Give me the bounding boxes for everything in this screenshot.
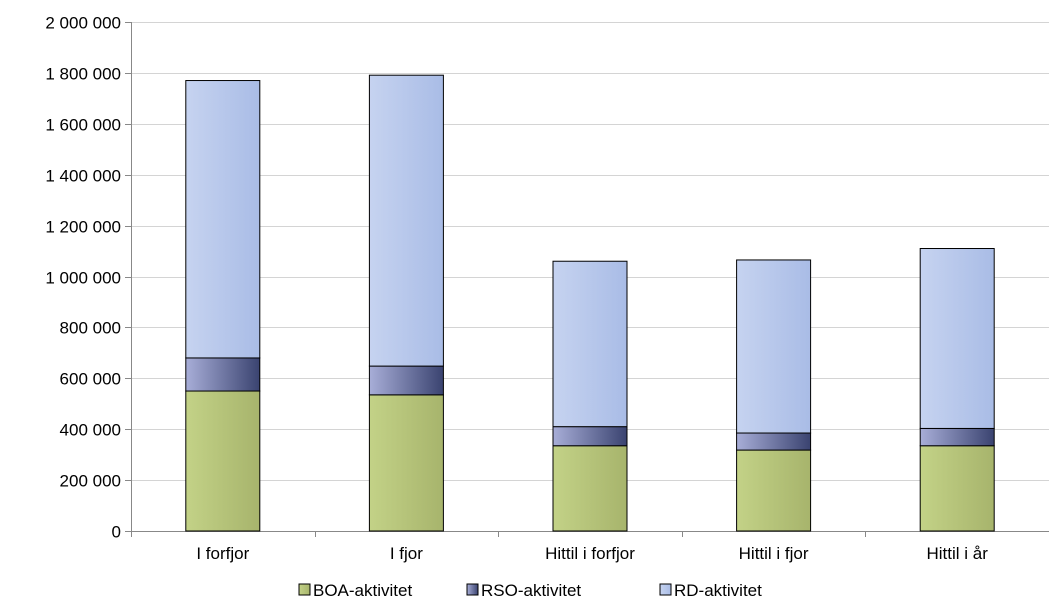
axes: 0 200 000 400 000 600 000 800 000 1 000 000 1 …	[45, 14, 1049, 563]
legend: BOA-aktivitet RSO-aktivitet RD-aktivitet	[298, 581, 762, 600]
y-tick-label: 1 000 000	[45, 269, 121, 288]
y-tick-label: 1 400 000	[45, 167, 121, 186]
bar-segment-rso-aktivitet	[185, 357, 261, 392]
legend-swatch	[466, 583, 479, 596]
bar-segment-rd-aktivitet	[185, 80, 261, 359]
y-tick-label: 1 600 000	[45, 116, 121, 135]
y-tick-label: 600 000	[60, 370, 121, 389]
bars	[185, 74, 995, 532]
bar-segment-rd-aktivitet	[736, 259, 812, 434]
y-tick-label: 1 800 000	[45, 65, 121, 84]
legend-swatch	[659, 583, 672, 596]
y-tick-label: 400 000	[60, 421, 121, 440]
x-tick-label: Hittil i fjor	[739, 544, 809, 563]
x-tick-label: I forfjor	[196, 544, 249, 563]
bar-segment-boa-aktivitet	[736, 449, 812, 532]
y-tick-label: 2 000 000	[45, 14, 121, 33]
bar-segment-rso-aktivitet	[552, 426, 628, 447]
bar-segment-boa-aktivitet	[185, 390, 261, 532]
y-tick-label: 800 000	[60, 319, 121, 338]
bar-segment-rso-aktivitet	[368, 365, 444, 396]
legend-label: RD-aktivitet	[674, 581, 762, 600]
legend-label: BOA-aktivitet	[313, 581, 412, 600]
legend-swatch	[298, 583, 311, 596]
bar-segment-rso-aktivitet	[736, 432, 812, 451]
y-tick-label: 0	[112, 523, 121, 542]
x-tick-label: Hittil i år	[926, 544, 988, 563]
bar-segment-rd-aktivitet	[919, 248, 995, 429]
x-tick-label: I fjor	[390, 544, 423, 563]
bar-segment-rd-aktivitet	[368, 74, 444, 367]
legend-label: RSO-aktivitet	[481, 581, 581, 600]
bar-segment-rd-aktivitet	[552, 260, 628, 428]
bar-segment-boa-aktivitet	[919, 445, 995, 532]
y-tick-label: 1 200 000	[45, 218, 121, 237]
x-tick-label: Hittil i forfjor	[545, 544, 635, 563]
bar-segment-boa-aktivitet	[368, 394, 444, 532]
y-tick-label: 200 000	[60, 472, 121, 491]
bar-segment-rso-aktivitet	[919, 427, 995, 447]
bar-segment-boa-aktivitet	[552, 445, 628, 532]
